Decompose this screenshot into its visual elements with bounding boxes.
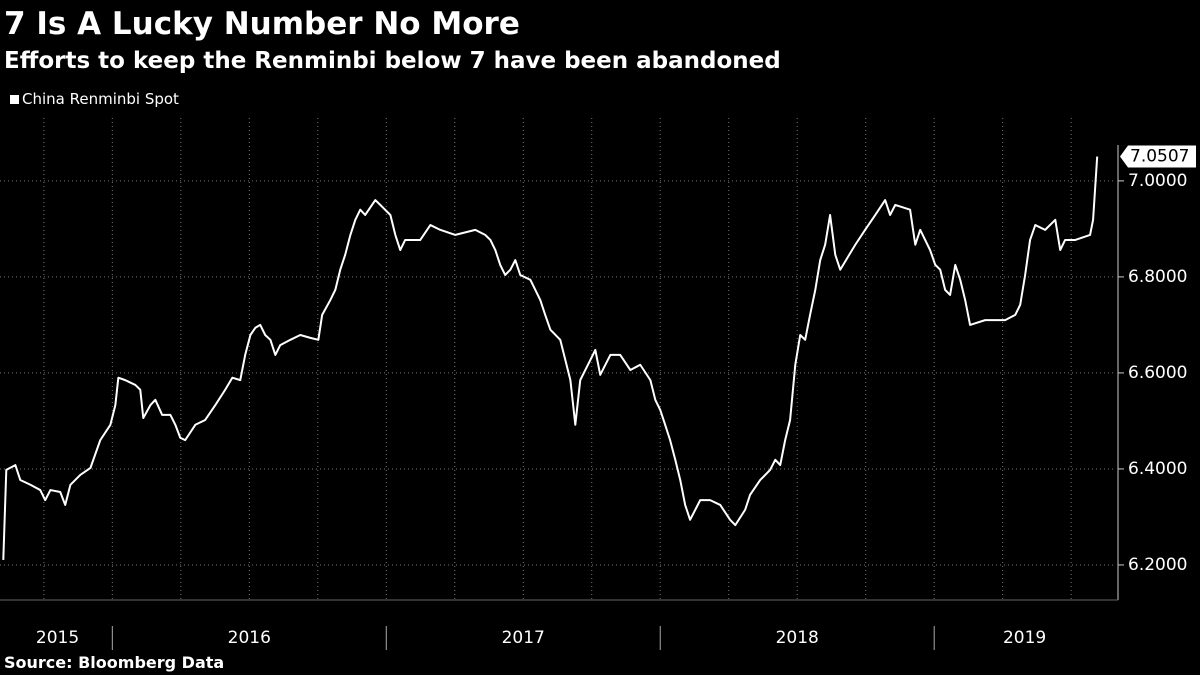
x-tick-label: 2016 xyxy=(228,628,271,648)
x-tick-label: 2017 xyxy=(502,628,545,648)
y-tick-label: 7.0000 xyxy=(1128,171,1187,191)
y-tick-label: 6.6000 xyxy=(1128,363,1187,383)
y-tick-label: 6.8000 xyxy=(1128,267,1187,287)
chart-subtitle: Efforts to keep the Renminbi below 7 hav… xyxy=(4,48,781,74)
x-tick-label: 2018 xyxy=(776,628,819,648)
chart-title: 7 Is A Lucky Number No More xyxy=(4,6,520,42)
last-value-label: 7.0507 xyxy=(1130,147,1189,167)
y-tick-label: 6.4000 xyxy=(1128,459,1187,479)
x-tick-label: 2019 xyxy=(1003,628,1046,648)
y-tick-label: 6.2000 xyxy=(1128,555,1187,575)
legend-label: China Renminbi Spot xyxy=(22,90,179,108)
line-series xyxy=(2,156,1099,560)
legend-swatch xyxy=(10,95,19,104)
last-value-box xyxy=(1120,145,1196,168)
source: Source: Bloomberg Data xyxy=(4,653,224,672)
x-tick-label: 2015 xyxy=(36,628,79,648)
